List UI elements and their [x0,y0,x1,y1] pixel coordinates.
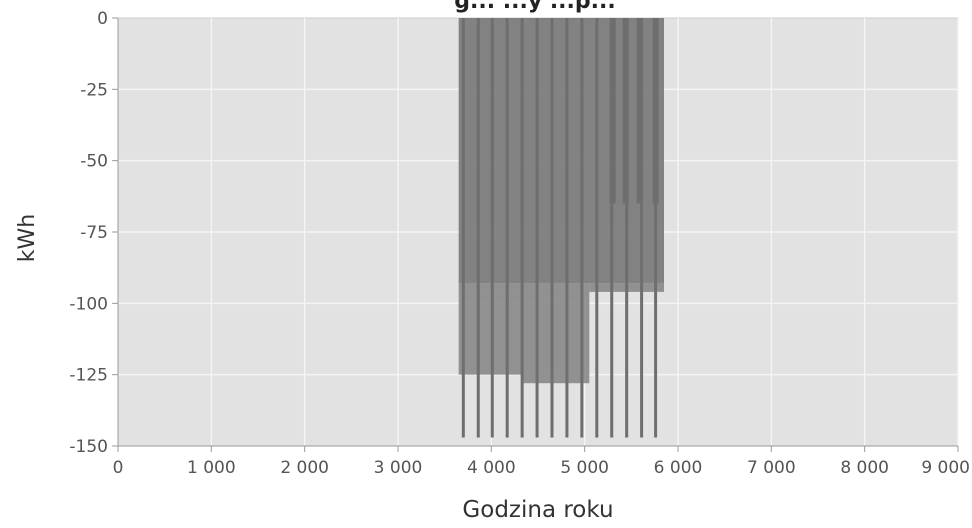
y-tick-label: -75 [80,223,108,243]
x-tick-label: 8 000 [840,458,889,478]
y-tick-label: 0 [97,9,108,29]
x-tick-label: 2 000 [280,458,329,478]
x-tick-label: 9 000 [921,458,970,478]
spike-layer [461,18,659,438]
y-tick-label: -100 [69,294,108,314]
x-tick-label: 3 000 [374,458,423,478]
y-tick-label: -25 [80,80,108,100]
series-block [458,18,664,284]
x-tick-label: 5 000 [560,458,609,478]
y-axis-label: kWh [15,214,40,262]
x-tick-label: 6 000 [654,458,703,478]
x-tick-label: 0 [113,458,124,478]
chart-title-partial: g... ...y ...p... [454,0,615,14]
x-tick-label: 4 000 [467,458,516,478]
series-block [523,283,590,384]
y-tick-layer: 0 -25 -50 -75 -100 -125 -150 [69,9,118,457]
y-tick-label: -125 [69,366,108,386]
x-tick-layer: 0 1 000 2 000 3 000 4 000 5 000 6 000 7 000 8 00… [113,446,970,478]
x-tick-label: 7 000 [747,458,796,478]
x-tick-label: 1 000 [187,458,236,478]
x-axis-label: Godzina roku [462,497,613,523]
y-tick-label: -150 [69,437,108,457]
y-tick-label: -50 [80,152,108,172]
